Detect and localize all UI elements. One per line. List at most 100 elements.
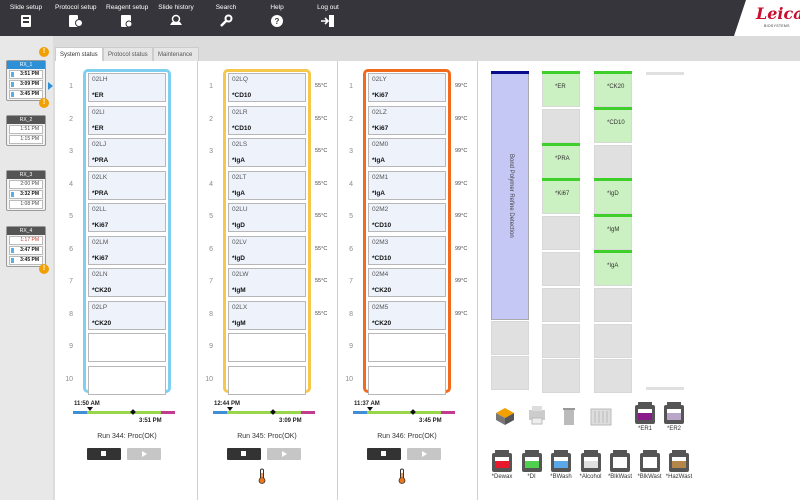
- reagent-container[interactable]: *ER: [542, 71, 580, 107]
- slide-id: 02LH: [92, 76, 108, 83]
- reagent-container[interactable]: *IgD: [594, 178, 632, 215]
- thermometer-icon: [257, 468, 267, 489]
- slide-slot[interactable]: 02M5 *CK20: [368, 300, 446, 330]
- slide-slot[interactable]: [228, 333, 306, 362]
- nav-search[interactable]: Search: [211, 0, 241, 36]
- slide-slot[interactable]: 02LL *Ki67: [88, 203, 166, 232]
- slide-slot[interactable]: 02LI *ER: [88, 105, 166, 135]
- play-button[interactable]: [127, 448, 161, 460]
- nav-slide-history[interactable]: Slide history: [158, 0, 194, 36]
- reagent-bottle[interactable]: [635, 402, 655, 424]
- bin-icon[interactable]: [557, 405, 581, 432]
- slide-slot[interactable]: [228, 365, 306, 395]
- reagent-bottle[interactable]: [639, 450, 660, 472]
- nav-protocol-setup[interactable]: Protocol setup: [55, 0, 97, 36]
- empty-reagent-slot[interactable]: [542, 359, 580, 394]
- slide-slot[interactable]: 02M2 *CD10: [368, 203, 446, 232]
- empty-reagent-slot[interactable]: [542, 252, 580, 286]
- reagent-container[interactable]: *PRA: [542, 142, 580, 179]
- slide-slot[interactable]: 02M3 *CD10: [368, 235, 446, 265]
- reagent-container[interactable]: *CK20: [594, 71, 632, 107]
- nav-log-out[interactable]: Log out: [313, 0, 343, 36]
- empty-reagent-slot[interactable]: [594, 323, 632, 358]
- detection-reagent[interactable]: Bond Polymer Refine Detection: [491, 71, 529, 320]
- run-timeline: [213, 411, 315, 414]
- empty-reagent-slot[interactable]: [491, 321, 529, 355]
- stop-button[interactable]: [87, 448, 121, 460]
- empty-reagent-slot[interactable]: [542, 216, 580, 251]
- stop-button[interactable]: [227, 448, 261, 460]
- play-button[interactable]: [267, 448, 301, 460]
- empty-reagent-slot[interactable]: [594, 359, 632, 394]
- slide-slot[interactable]: 02M0 *IgA: [368, 138, 446, 167]
- reagent-container[interactable]: *IgM: [594, 214, 632, 251]
- reagent-bottle[interactable]: [664, 402, 684, 424]
- reagent-bottle[interactable]: [580, 450, 601, 472]
- slide-slot[interactable]: [368, 365, 446, 395]
- slide-slot[interactable]: [368, 333, 446, 362]
- bottle-label: *ER1: [637, 426, 652, 432]
- empty-reagent-slot[interactable]: [594, 287, 632, 322]
- reagent-bottle[interactable]: [669, 450, 689, 472]
- reagent-bottle[interactable]: [492, 450, 512, 472]
- tab-maintenance[interactable]: Maintenance: [153, 47, 199, 61]
- stop-button[interactable]: [367, 448, 401, 460]
- slide-slot[interactable]: 02LR *CD10: [228, 105, 306, 135]
- slide-slot[interactable]: 02LN *CK20: [88, 268, 166, 297]
- start-marker-icon: [227, 407, 233, 411]
- rx-station-4[interactable]: RX_4 1:17 PM 3:47 PM 3:45 PM: [6, 226, 46, 267]
- reagent-container[interactable]: *Ki67: [542, 178, 580, 215]
- slide-slot[interactable]: 02LW *IgM: [228, 268, 306, 297]
- empty-reagent-slot[interactable]: [491, 356, 529, 390]
- leica-logo: Leica BIOSYSTEMS: [734, 0, 800, 36]
- slide-history-icon: [170, 14, 182, 25]
- empty-reagent-slot[interactable]: [542, 287, 580, 322]
- slide-slot[interactable]: 02LQ *CD10: [228, 73, 306, 102]
- slide-marker: *CD10: [372, 222, 392, 229]
- slide-slot[interactable]: 02LZ *Ki67: [368, 105, 446, 135]
- tab-protocol-status[interactable]: Protocol status: [103, 47, 153, 61]
- slide-slot[interactable]: 02LK *PRA: [88, 170, 166, 200]
- reagent-bottle[interactable]: [551, 450, 571, 472]
- slide-slot[interactable]: 02LS *IgA: [228, 138, 306, 167]
- slide-slot[interactable]: 02M4 *CK20: [368, 268, 446, 297]
- reagent-bottle[interactable]: [521, 450, 542, 472]
- reagent-container[interactable]: *IgA: [594, 250, 632, 286]
- printer-icon[interactable]: [525, 405, 549, 432]
- nav-reagent-setup[interactable]: Reagent setup: [106, 0, 148, 36]
- slide-slot[interactable]: 02LH *ER: [88, 73, 166, 102]
- rx-station-2[interactable]: RX_2 1:51 PM 1:15 PM: [6, 115, 46, 146]
- slot-number: 7: [69, 278, 73, 285]
- bottle-cap: [583, 450, 598, 453]
- reagent-bottle[interactable]: [610, 450, 630, 472]
- slide-slot[interactable]: [88, 365, 166, 395]
- slide-slot[interactable]: 02LX *IgM: [228, 300, 306, 330]
- empty-reagent-slot[interactable]: [542, 323, 580, 358]
- run-end-time: 3:51 PM: [139, 418, 162, 424]
- slide-slot[interactable]: 02LT *IgA: [228, 170, 306, 200]
- slide-slot[interactable]: 02LJ *PRA: [88, 138, 166, 167]
- reagent-container[interactable]: *CD10: [594, 106, 632, 143]
- slide-slot[interactable]: 02LV *IgD: [228, 235, 306, 265]
- empty-reagent-slot[interactable]: [594, 144, 632, 179]
- slide-slot[interactable]: [88, 333, 166, 362]
- slide-slot[interactable]: 02LU *IgD: [228, 203, 306, 232]
- rack-icon[interactable]: [589, 405, 613, 432]
- tab-system-status[interactable]: System status: [55, 47, 103, 61]
- timeline-segment: [161, 411, 175, 414]
- slide-slot[interactable]: 02LM *Ki67: [88, 235, 166, 265]
- slide-marker: *CD10: [372, 254, 392, 262]
- play-button[interactable]: [407, 448, 441, 460]
- column-divider: [337, 61, 338, 500]
- empty-reagent-slot[interactable]: [542, 108, 580, 143]
- rx-station-3[interactable]: RX_3 2:00 PM 3:32 PM 1:08 PM: [6, 170, 46, 211]
- nav-help[interactable]: Help ?: [263, 0, 291, 36]
- slide-slot[interactable]: 02LY *Ki67: [368, 73, 446, 102]
- slide-slot[interactable]: 02LP *CK20: [88, 300, 166, 330]
- slot-number: 2: [69, 115, 73, 123]
- rx-station-1[interactable]: RX_1 3:51 PM 3:09 PM 3:45 PM: [6, 60, 46, 101]
- nav-slide-setup[interactable]: Slide setup: [8, 0, 44, 36]
- slide-box-icon[interactable]: [493, 405, 517, 432]
- bottle-fill: [554, 461, 568, 468]
- slide-slot[interactable]: 02M1 *IgA: [368, 170, 446, 200]
